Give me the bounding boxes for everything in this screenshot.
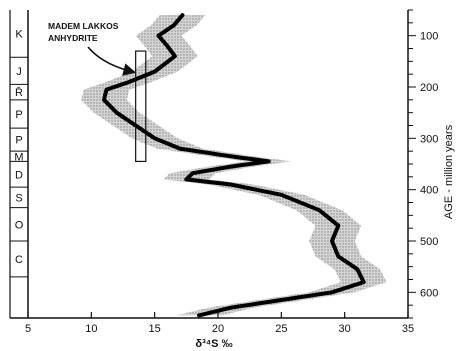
period-label: M bbox=[14, 151, 23, 163]
period-label: R̄ bbox=[15, 86, 23, 99]
period-label: K bbox=[15, 29, 23, 41]
annotation-label: MADEM LAKKOS bbox=[48, 21, 119, 31]
annotation-arrow bbox=[87, 46, 137, 76]
y-tick-label: 400 bbox=[420, 185, 438, 197]
x-tick-label: 25 bbox=[275, 323, 287, 335]
y-tick-label: 500 bbox=[420, 236, 438, 248]
x-tick-label: 35 bbox=[402, 323, 414, 335]
period-label: C bbox=[15, 254, 23, 266]
period-label: D bbox=[15, 169, 23, 181]
x-axis-label: δ³⁴S ‰ bbox=[195, 338, 232, 350]
x-tick-label: 20 bbox=[212, 323, 224, 335]
y-tick-label: 300 bbox=[420, 133, 438, 145]
period-label: O bbox=[15, 219, 24, 231]
period-label: P bbox=[15, 135, 22, 147]
y-axis-label: AGE - million years bbox=[443, 124, 455, 219]
period-label: S bbox=[15, 192, 22, 204]
period-label: J bbox=[16, 66, 22, 78]
annotation-label: ANHYDRITE bbox=[48, 33, 98, 43]
y-tick-label: 600 bbox=[420, 287, 438, 299]
anhydrite-range-box bbox=[135, 50, 147, 163]
y-tick-label: 100 bbox=[420, 31, 438, 43]
x-tick-label: 15 bbox=[149, 323, 161, 335]
y-tick-label: 200 bbox=[420, 82, 438, 94]
x-tick-label: 5 bbox=[25, 323, 31, 335]
isotope-curve bbox=[102, 13, 366, 318]
x-tick-label: 30 bbox=[339, 323, 351, 335]
period-label: P bbox=[15, 109, 22, 121]
x-tick-label: 10 bbox=[85, 323, 97, 335]
